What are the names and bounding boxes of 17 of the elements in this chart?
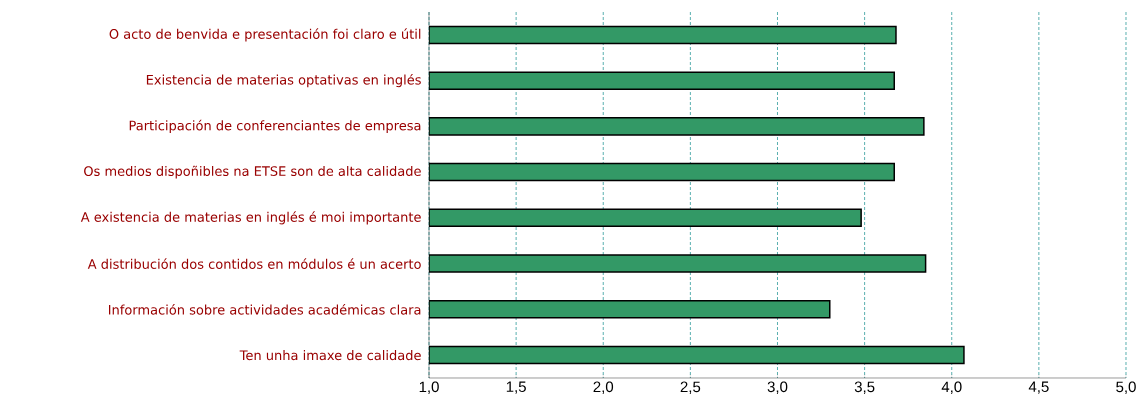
x-tick-label: 1,5 xyxy=(506,381,526,394)
y-tick-label: Os medios dispoñibles na ETSE son de alta calidade xyxy=(84,165,421,179)
x-tick-label: 1,0 xyxy=(419,381,439,394)
x-tick-label: 5,0 xyxy=(1116,381,1136,394)
y-tick-label: O acto de benvida e presentación foi claro e útil xyxy=(109,28,421,42)
x-tick-label: 3,5 xyxy=(854,381,875,394)
y-tick-label: Existencia de materias optativas en inglés xyxy=(146,74,421,88)
y-tick-label: Información sobre actividades académicas clara xyxy=(108,304,421,315)
x-tick-label: 2,5 xyxy=(680,381,701,394)
x-tick-label: 4,5 xyxy=(1028,381,1049,394)
y-tick-label: Ten unha imaxe de calidade xyxy=(239,350,421,361)
x-tick-label: 4,0 xyxy=(941,381,962,394)
y-tick-label: Participación de conferenciantes de empresa xyxy=(129,119,421,133)
y-tick-label: A distribución dos contidos en módulos é un acerto xyxy=(87,258,421,269)
x-tick-label: 2,0 xyxy=(593,381,614,394)
y-tick-label: A existencia de materias en inglés é moi importante xyxy=(80,211,421,225)
x-tick-label: 3,0 xyxy=(767,381,788,394)
